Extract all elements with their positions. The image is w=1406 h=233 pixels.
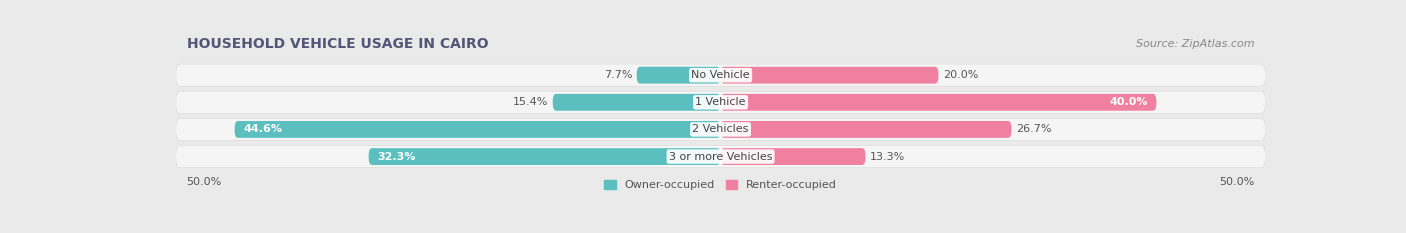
FancyBboxPatch shape bbox=[368, 148, 721, 165]
FancyBboxPatch shape bbox=[235, 121, 721, 138]
FancyBboxPatch shape bbox=[176, 145, 1265, 168]
Legend: Owner-occupied, Renter-occupied: Owner-occupied, Renter-occupied bbox=[600, 175, 841, 195]
FancyBboxPatch shape bbox=[176, 64, 1265, 86]
Text: HOUSEHOLD VEHICLE USAGE IN CAIRO: HOUSEHOLD VEHICLE USAGE IN CAIRO bbox=[187, 37, 488, 51]
Text: 7.7%: 7.7% bbox=[603, 70, 633, 80]
FancyBboxPatch shape bbox=[637, 67, 721, 84]
Text: Source: ZipAtlas.com: Source: ZipAtlas.com bbox=[1136, 39, 1254, 49]
Text: 2 Vehicles: 2 Vehicles bbox=[692, 124, 749, 134]
Text: 15.4%: 15.4% bbox=[513, 97, 548, 107]
Text: 50.0%: 50.0% bbox=[1219, 177, 1254, 187]
Text: No Vehicle: No Vehicle bbox=[692, 70, 749, 80]
FancyBboxPatch shape bbox=[721, 148, 866, 165]
Text: 26.7%: 26.7% bbox=[1017, 124, 1052, 134]
Text: 13.3%: 13.3% bbox=[870, 151, 905, 161]
Text: 50.0%: 50.0% bbox=[187, 177, 222, 187]
Text: 20.0%: 20.0% bbox=[943, 70, 979, 80]
FancyBboxPatch shape bbox=[721, 121, 1011, 138]
FancyBboxPatch shape bbox=[721, 94, 1157, 111]
FancyBboxPatch shape bbox=[553, 94, 721, 111]
Text: 3 or more Vehicles: 3 or more Vehicles bbox=[669, 151, 772, 161]
Text: 40.0%: 40.0% bbox=[1109, 97, 1147, 107]
FancyBboxPatch shape bbox=[176, 91, 1265, 113]
FancyBboxPatch shape bbox=[721, 67, 939, 84]
Text: 1 Vehicle: 1 Vehicle bbox=[696, 97, 745, 107]
Text: 32.3%: 32.3% bbox=[377, 151, 416, 161]
FancyBboxPatch shape bbox=[176, 118, 1265, 140]
Text: 44.6%: 44.6% bbox=[243, 124, 283, 134]
